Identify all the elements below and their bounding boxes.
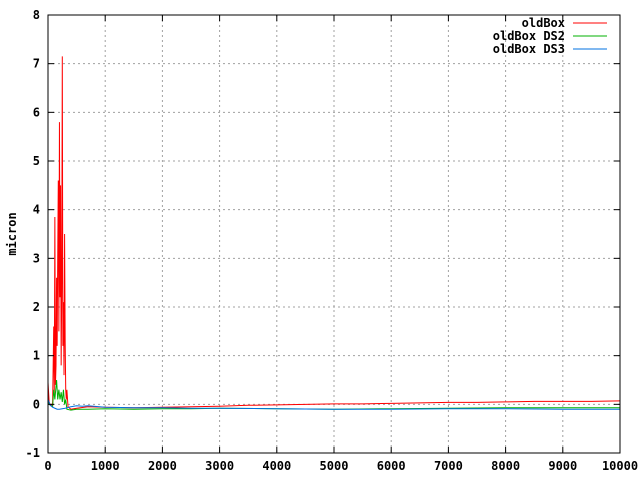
series-line-3 xyxy=(47,399,620,410)
x-tick-label: 8000 xyxy=(491,459,520,473)
x-tick-label: 10000 xyxy=(602,459,638,473)
x-tick-label: 6000 xyxy=(377,459,406,473)
y-tick-label: 2 xyxy=(33,300,40,314)
y-tick-label: 5 xyxy=(33,154,40,168)
y-tick-label: 6 xyxy=(33,105,40,119)
x-tick-label: 1000 xyxy=(91,459,120,473)
grid-lines xyxy=(48,15,620,453)
x-tick-label: 0 xyxy=(44,459,51,473)
x-tick-label: 4000 xyxy=(262,459,291,473)
y-axis-label: micron xyxy=(5,212,19,255)
axis-ticks xyxy=(47,14,621,454)
series-layer xyxy=(47,56,621,411)
x-tick-label: 3000 xyxy=(205,459,234,473)
x-tick-label: 7000 xyxy=(434,459,463,473)
legend-label-3: oldBox DS3 xyxy=(493,42,565,56)
y-tick-label: 8 xyxy=(33,8,40,22)
series-line-1 xyxy=(47,56,621,410)
y-tick-label: 1 xyxy=(33,349,40,363)
tick-labels: 0 1000 2000 3000 4000 5000 6000 7000 8000 9000 100… xyxy=(26,8,639,473)
y-tick-label: -1 xyxy=(26,446,40,460)
x-tick-label: 9000 xyxy=(548,459,577,473)
y-tick-label: 7 xyxy=(33,57,40,71)
legend-label-2: oldBox DS2 xyxy=(493,29,565,43)
x-tick-label: 5000 xyxy=(320,459,349,473)
x-tick-label: 2000 xyxy=(148,459,177,473)
y-tick-label: 4 xyxy=(33,203,40,217)
y-tick-label: 0 xyxy=(33,397,40,411)
legend-label-1: oldBox xyxy=(522,16,565,30)
y-tick-label: 3 xyxy=(33,251,40,265)
